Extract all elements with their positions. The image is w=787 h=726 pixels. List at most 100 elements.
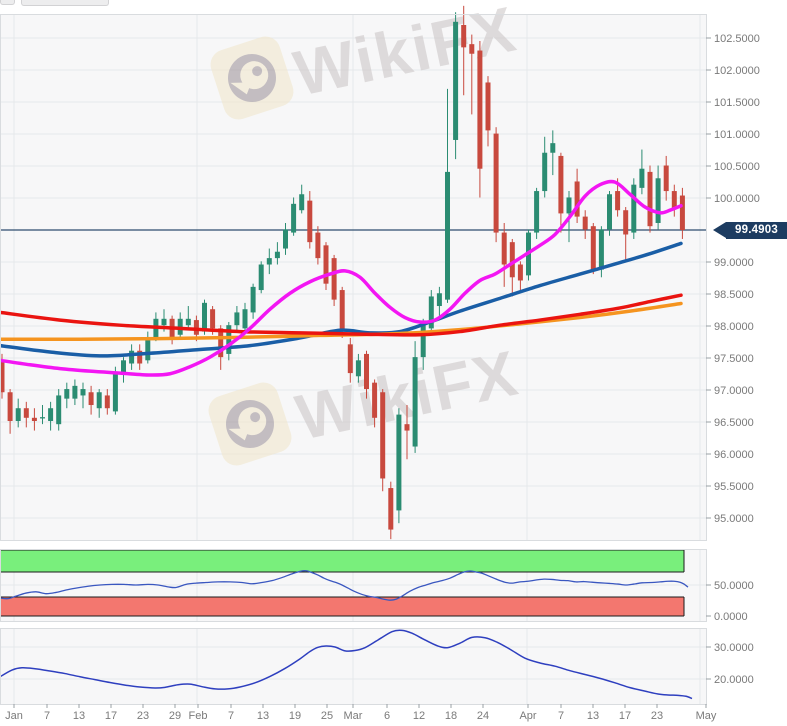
candle-body — [185, 318, 191, 326]
candle-body — [477, 50, 483, 169]
candle-body — [299, 194, 305, 211]
candle-body — [639, 168, 645, 188]
candle-body — [210, 309, 216, 329]
candle-body — [121, 360, 126, 374]
candle-body — [566, 197, 572, 214]
candle-body — [307, 200, 313, 243]
ma-red-line — [0, 293, 683, 337]
candle-body — [72, 385, 78, 399]
candle-body — [469, 44, 475, 54]
candle-body — [291, 203, 297, 233]
candle-body — [129, 350, 135, 364]
candle-body — [0, 360, 5, 393]
candle-body — [420, 325, 426, 358]
wikifx-logo-icon — [210, 36, 294, 120]
candle-body — [461, 24, 467, 48]
candle-body — [574, 181, 580, 217]
candle-body — [501, 232, 507, 265]
candle-body — [542, 152, 548, 192]
y-axis-label: 50.0000 — [714, 580, 754, 592]
y-axis-label: 102.0000 — [714, 65, 760, 77]
y-axis-label: 97.0000 — [714, 385, 754, 397]
candle-body — [31, 417, 37, 421]
candle-body — [615, 191, 621, 211]
candle-body — [590, 226, 596, 270]
x-axis-label: 17 — [105, 710, 117, 722]
candle-body — [671, 191, 677, 209]
candle-body — [355, 360, 361, 377]
candle-body — [274, 251, 280, 259]
candle-body — [112, 373, 118, 412]
candle-body — [88, 392, 94, 406]
y-axis-label: 30.0000 — [714, 642, 754, 654]
rsi-indicator-line — [0, 570, 689, 601]
candle-body — [445, 171, 450, 300]
chart-background-layer — [0, 14, 706, 704]
x-axis-label: 25 — [321, 710, 333, 722]
x-axis-label: Jan — [5, 710, 23, 722]
y-axis-label: 100.0000 — [714, 193, 760, 205]
wikifx-logo-icon — [208, 382, 292, 466]
candle-body — [15, 408, 21, 421]
candle-body — [266, 258, 272, 265]
candle-body — [412, 357, 418, 447]
candle-body — [202, 302, 207, 332]
candle-body — [453, 21, 459, 140]
candle-body — [485, 82, 491, 131]
candle-body — [234, 312, 240, 326]
x-axis-label: 7 — [558, 710, 564, 722]
candle-body — [679, 195, 685, 231]
current-price-badge: 99.4903 — [726, 222, 787, 239]
y-axis-label: 98.5000 — [714, 289, 754, 301]
candle-body — [598, 229, 604, 270]
browser-tab-remnant — [0, 0, 15, 5]
candle-body — [339, 290, 345, 332]
candle-body — [517, 264, 523, 281]
candle-body — [380, 392, 386, 479]
candle-body — [323, 245, 329, 284]
x-axis-label: 13 — [73, 710, 85, 722]
candle-body — [647, 171, 653, 227]
candle-body — [64, 389, 70, 399]
rsi-overbought-band — [0, 550, 684, 572]
x-axis-label: 12 — [413, 710, 425, 722]
y-axis-label: 101.5000 — [714, 97, 760, 109]
candle-body — [364, 353, 369, 390]
x-axis-label: Mar — [344, 710, 363, 722]
candle-body — [23, 408, 29, 418]
candle-body — [534, 191, 540, 233]
x-axis-label: 23 — [651, 710, 663, 722]
candle-body — [104, 395, 110, 409]
candle-body — [145, 337, 151, 361]
candle-body — [193, 320, 199, 335]
x-axis-label: 17 — [619, 710, 631, 722]
price-badge-arrow — [713, 222, 726, 238]
candle-body — [137, 350, 143, 364]
y-axis-label: 0.0000 — [714, 611, 748, 623]
candle-body — [7, 392, 13, 421]
candle-body — [218, 328, 224, 358]
x-axis-label: 13 — [257, 710, 269, 722]
x-axis-label: 29 — [169, 710, 181, 722]
candle-body — [161, 318, 167, 326]
candle-body — [404, 424, 410, 431]
x-axis-label: 7 — [44, 710, 50, 722]
y-axis-label: 101.0000 — [714, 129, 760, 141]
candle-body — [493, 133, 499, 233]
x-axis-label: 13 — [587, 710, 599, 722]
candle-body — [372, 382, 378, 418]
candle-body — [258, 264, 264, 291]
candle-body — [428, 296, 434, 329]
candle-body — [242, 309, 248, 329]
candle-body — [250, 286, 256, 313]
x-axis-label: 23 — [137, 710, 149, 722]
y-axis-label: 96.5000 — [714, 417, 754, 429]
candle-body — [655, 178, 661, 223]
y-axis-label: 95.0000 — [714, 513, 754, 525]
candle-body — [331, 258, 337, 300]
candle-body — [226, 325, 232, 354]
rsi-oversold-band — [0, 597, 684, 616]
y-axis-label: 95.5000 — [714, 481, 754, 493]
